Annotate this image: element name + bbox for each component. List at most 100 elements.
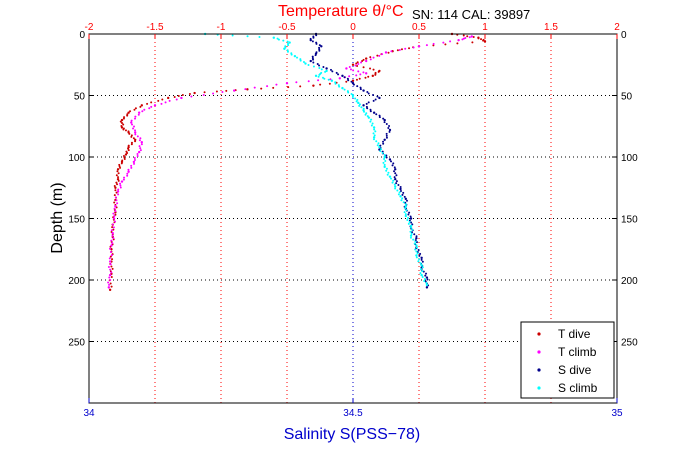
trace-dot bbox=[423, 279, 426, 282]
trace-dot bbox=[471, 41, 474, 44]
data-point bbox=[378, 145, 381, 149]
trace-dot bbox=[377, 70, 380, 73]
data-point bbox=[372, 126, 376, 129]
trace-dot bbox=[372, 99, 375, 102]
trace-dot bbox=[345, 80, 348, 83]
trace-dot bbox=[173, 95, 176, 98]
data-point bbox=[388, 175, 392, 178]
trace-dot bbox=[148, 107, 151, 110]
trace-dot bbox=[397, 184, 400, 187]
trace-dot bbox=[410, 226, 413, 229]
trace-dot bbox=[432, 42, 435, 45]
trace-dot bbox=[349, 68, 352, 71]
data-point bbox=[140, 104, 143, 107]
trace-dot bbox=[366, 107, 369, 110]
trace-dot bbox=[307, 64, 310, 66]
trace-dot bbox=[109, 282, 112, 285]
trace-dot bbox=[421, 270, 424, 273]
data-point bbox=[388, 128, 392, 132]
trace-dot bbox=[412, 46, 415, 49]
data-point bbox=[112, 217, 116, 220]
data-point bbox=[180, 96, 183, 100]
trace-dot bbox=[422, 270, 425, 273]
trace-dot bbox=[390, 160, 393, 163]
trace-dot bbox=[299, 59, 302, 62]
trace-dot bbox=[381, 152, 384, 155]
data-point bbox=[108, 260, 112, 263]
trace-dot bbox=[406, 218, 409, 221]
trace-dot bbox=[347, 91, 350, 94]
trace-dot bbox=[462, 34, 465, 37]
trace-dot bbox=[415, 235, 418, 238]
legend-entry-s-dive: S dive bbox=[558, 363, 592, 377]
trace-dot bbox=[392, 162, 395, 165]
trace-dot bbox=[120, 162, 123, 165]
trace-dot bbox=[312, 61, 315, 64]
temperature-tick-label: -1.5 bbox=[146, 22, 164, 33]
trace-dot bbox=[311, 57, 314, 60]
data-point bbox=[399, 187, 402, 191]
trace-dot bbox=[394, 187, 397, 190]
trace-dot bbox=[362, 71, 365, 74]
trace-dot bbox=[314, 54, 317, 57]
trace-dot bbox=[410, 232, 413, 235]
trace-dot bbox=[388, 130, 391, 133]
trace-dot bbox=[415, 250, 418, 253]
trace-dot bbox=[134, 115, 137, 118]
chart-title: Temperature θ/°C bbox=[278, 3, 404, 20]
temperature-tick-label: 0 bbox=[350, 22, 356, 33]
trace-dot bbox=[116, 183, 119, 186]
trace-dot bbox=[408, 211, 411, 214]
trace-dot bbox=[272, 86, 275, 89]
trace-dot bbox=[400, 48, 403, 51]
data-point bbox=[415, 254, 418, 257]
trace-dot bbox=[286, 50, 289, 53]
trace-dot bbox=[253, 86, 256, 89]
data-point bbox=[127, 170, 130, 173]
trace-dot bbox=[365, 112, 368, 115]
data-point bbox=[116, 190, 120, 193]
trace-dot bbox=[123, 176, 126, 179]
trace-dot bbox=[369, 58, 372, 61]
trace-dot bbox=[111, 234, 114, 237]
data-point bbox=[372, 111, 376, 114]
data-point bbox=[283, 47, 286, 50]
trace-dot bbox=[415, 246, 418, 249]
data-point bbox=[383, 155, 386, 159]
data-point bbox=[383, 165, 386, 169]
series-s-climb bbox=[203, 32, 429, 287]
trace-dot bbox=[327, 78, 330, 81]
trace-dot bbox=[366, 91, 369, 94]
trace-dot bbox=[161, 98, 164, 101]
data-point bbox=[394, 185, 397, 188]
trace-dot bbox=[107, 265, 110, 268]
trace-dot bbox=[133, 125, 136, 128]
trace-dot bbox=[132, 137, 135, 140]
trace-dot bbox=[461, 38, 464, 41]
data-point bbox=[409, 234, 413, 237]
trace-dot bbox=[352, 69, 355, 72]
trace-dot bbox=[275, 83, 278, 86]
trace-dot bbox=[373, 128, 376, 131]
trace-dot bbox=[482, 39, 485, 42]
trace-dot bbox=[394, 172, 397, 175]
trace-dot bbox=[140, 143, 143, 146]
trace-dot bbox=[117, 193, 120, 196]
legend-marker-s-climb bbox=[537, 386, 541, 390]
trace-dot bbox=[383, 154, 386, 157]
x-axis-label: Salinity S(PSS−78) bbox=[284, 426, 421, 443]
data-point bbox=[362, 89, 365, 92]
trace-dot bbox=[378, 116, 381, 119]
trace-dot bbox=[287, 44, 290, 47]
trace-dot bbox=[369, 67, 372, 70]
trace-dot bbox=[386, 173, 389, 176]
data-point bbox=[288, 41, 291, 44]
trace-dot bbox=[398, 191, 401, 194]
data-point bbox=[134, 131, 137, 134]
trace-dot bbox=[287, 86, 290, 89]
data-point bbox=[394, 168, 397, 171]
trace-dot bbox=[122, 123, 125, 126]
trace-dot bbox=[109, 255, 112, 258]
trace-dot bbox=[260, 87, 263, 90]
